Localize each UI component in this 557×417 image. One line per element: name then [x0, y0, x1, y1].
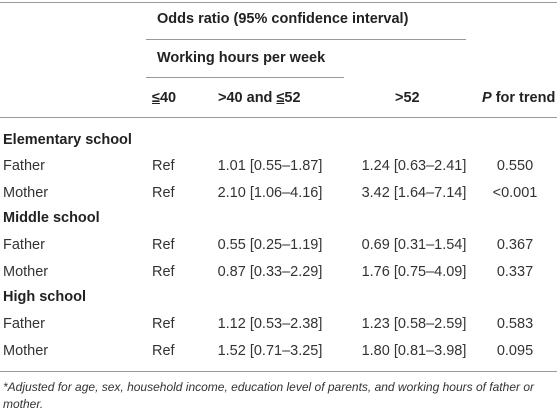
- or-cell: 1.52 [0.71–3.25]: [217, 343, 323, 359]
- header-col-gt52: >52: [395, 90, 420, 106]
- p-cell: 0.550: [496, 158, 534, 174]
- or-cell: 0.87 [0.33–2.29]: [217, 264, 323, 280]
- or-cell: 1.23 [0.58–2.59]: [361, 316, 467, 332]
- p-cell: 0.367: [496, 237, 534, 253]
- ref-cell: Ref: [152, 316, 175, 332]
- header-col-le40-num: 40: [159, 90, 177, 106]
- row-label: Mother: [3, 185, 49, 201]
- ref-cell: Ref: [152, 158, 175, 174]
- header-col-p-trend: P for trend: [482, 89, 555, 107]
- header-col-40-52-pre: >40 and: [218, 90, 277, 106]
- ref-cell: Ref: [152, 264, 175, 280]
- or-cell: 2.10 [1.06–4.16]: [217, 185, 323, 201]
- top-rule: [0, 2, 557, 3]
- table-bottom-rule: [0, 371, 557, 372]
- table-footnote: *Adjusted for age, sex, household income…: [3, 380, 534, 411]
- row-label: Mother: [3, 264, 49, 280]
- or-cell: 0.69 [0.31–1.54]: [361, 237, 467, 253]
- p-cell: 0.337: [496, 264, 534, 280]
- or-cell: 1.01 [0.55–1.87]: [217, 158, 323, 174]
- ref-cell: Ref: [152, 237, 175, 253]
- or-cell: 1.24 [0.63–2.41]: [361, 158, 467, 174]
- or-cell: 3.42 [1.64–7.14]: [361, 185, 467, 201]
- section-title: Middle school: [3, 210, 100, 226]
- header-col-p-trend-rest: for trend: [491, 90, 556, 106]
- or-cell: 1.80 [0.81–3.98]: [361, 343, 467, 359]
- group-rule: [146, 39, 466, 40]
- subgroup-rule: [146, 77, 344, 78]
- header-col-40-52: >40 and ≤52: [218, 89, 301, 107]
- or-cell: 1.76 [0.75–4.09]: [361, 264, 467, 280]
- header-col-le40: ≤40: [152, 89, 176, 107]
- or-cell: 0.55 [0.25–1.19]: [217, 237, 323, 253]
- header-subgroup: Working hours per week: [157, 50, 326, 66]
- header-bottom-rule: [0, 117, 557, 118]
- p-cell: <0.001: [492, 185, 538, 201]
- row-label: Mother: [3, 343, 49, 359]
- header-group: Odds ratio (95% confidence interval): [157, 11, 409, 27]
- ref-cell: Ref: [152, 343, 175, 359]
- le-symbol: ≤: [152, 90, 160, 106]
- p-cell: 0.583: [496, 316, 534, 332]
- or-cell: 1.12 [0.53–2.38]: [217, 316, 323, 332]
- header-col-40-52-num: 52: [284, 90, 301, 106]
- row-label: Father: [3, 158, 45, 174]
- section-title: Elementary school: [3, 132, 132, 148]
- p-italic: P: [482, 90, 492, 106]
- section-title: High school: [3, 289, 86, 305]
- le-symbol: ≤: [276, 90, 285, 106]
- row-label: Father: [3, 237, 45, 253]
- p-cell: 0.095: [496, 343, 534, 359]
- ref-cell: Ref: [152, 185, 175, 201]
- row-label: Father: [3, 316, 45, 332]
